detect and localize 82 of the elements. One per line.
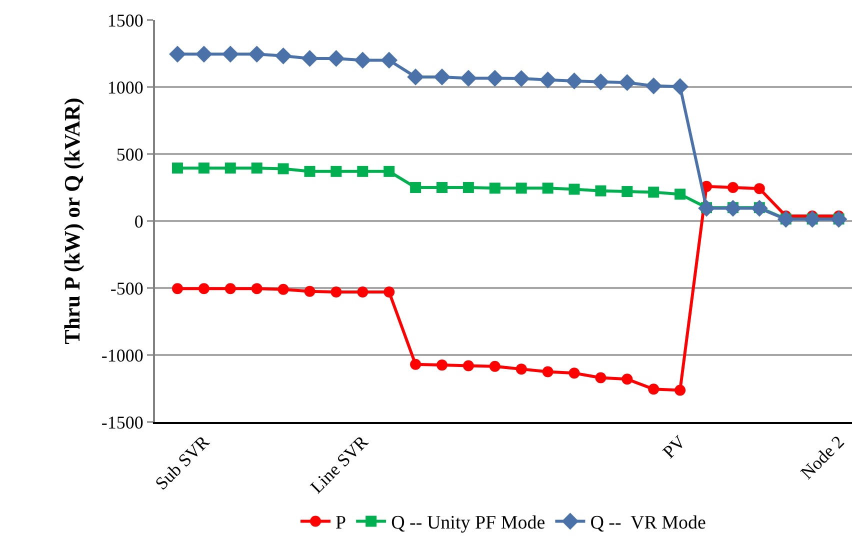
point [566, 72, 583, 90]
point [516, 364, 527, 375]
y-tick-label: 1000 [107, 77, 144, 98]
point [172, 283, 183, 294]
point [460, 70, 477, 87]
point [224, 162, 236, 174]
x-tick-label: Sub SVR [151, 432, 214, 494]
point [328, 50, 345, 67]
point [195, 46, 212, 63]
point [618, 74, 636, 92]
point [830, 210, 848, 228]
point [648, 384, 660, 395]
point [489, 182, 500, 194]
point [407, 68, 424, 86]
point [172, 162, 183, 174]
point [622, 186, 633, 198]
point [278, 163, 289, 174]
point [198, 162, 210, 174]
point [410, 358, 422, 370]
point [672, 78, 689, 96]
point [274, 47, 292, 64]
point [648, 186, 660, 198]
point [434, 68, 450, 86]
point [301, 50, 318, 67]
point [489, 360, 500, 372]
y-axis-title: Thru P (kW) or Q (kVAR) [60, 98, 85, 344]
point [486, 70, 504, 87]
point [674, 188, 686, 200]
y-tick-label: 0 [134, 211, 144, 232]
point [516, 182, 527, 194]
point [436, 182, 448, 193]
point [410, 182, 422, 193]
point [595, 372, 606, 384]
point [354, 52, 372, 69]
y-tick-label: 1500 [107, 10, 144, 30]
y-tick-label: -1500 [101, 412, 144, 432]
y-tick-label: 500 [116, 144, 144, 164]
point [750, 200, 768, 217]
point [724, 200, 742, 217]
point [568, 184, 580, 195]
point [330, 286, 342, 298]
point [224, 283, 236, 294]
legend-label: Q -- Unity PF Mode [391, 512, 546, 534]
point [727, 182, 738, 193]
point [384, 286, 395, 298]
point [251, 283, 262, 294]
point [622, 374, 633, 385]
point [462, 360, 474, 372]
point [539, 71, 556, 88]
point [198, 283, 210, 294]
point [568, 368, 580, 379]
point [222, 46, 239, 63]
point [804, 210, 821, 228]
point [754, 183, 765, 194]
point [592, 73, 610, 90]
point [248, 46, 266, 63]
point [698, 200, 715, 217]
point [384, 166, 395, 177]
legend-label: P [336, 512, 346, 534]
point [542, 366, 554, 378]
point [595, 185, 606, 196]
legend-label: Q -- VR Mode [590, 512, 706, 534]
point [304, 286, 316, 297]
x-tick-label: PV [658, 432, 690, 462]
point [512, 70, 530, 88]
point [357, 166, 368, 177]
point [304, 166, 316, 177]
point [278, 284, 289, 295]
y-tick-label: -1000 [101, 345, 144, 366]
point [251, 162, 262, 174]
point [169, 46, 186, 63]
point [357, 286, 368, 298]
x-tick-label: Line SVR [306, 432, 372, 498]
point [542, 182, 554, 194]
point [380, 52, 398, 69]
y-tick-label: -500 [110, 278, 144, 298]
point [674, 384, 686, 396]
point [777, 210, 794, 228]
point [436, 360, 448, 371]
point [645, 77, 662, 94]
point [462, 182, 474, 193]
point [330, 166, 342, 177]
